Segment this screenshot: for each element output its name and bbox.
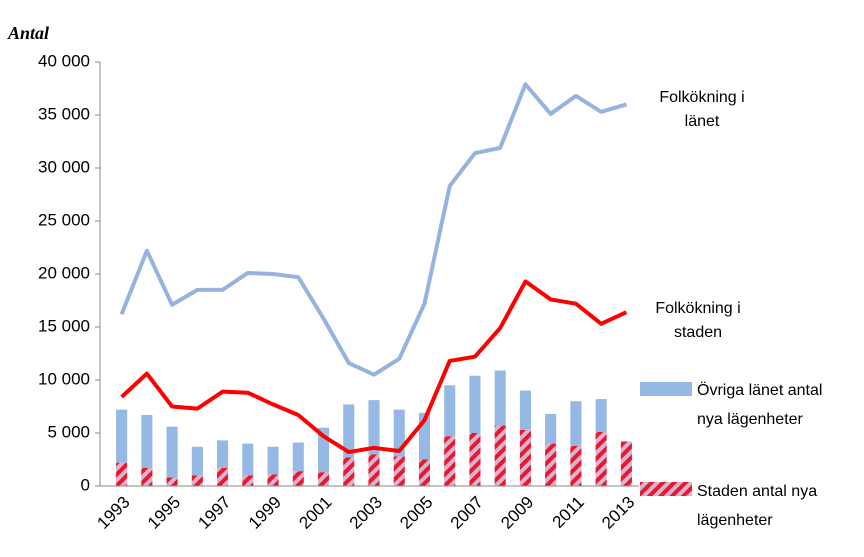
x-tick-label: 1997 bbox=[194, 493, 234, 533]
legend-label: Staden antal nya lägenheter bbox=[697, 483, 818, 529]
bar bbox=[166, 477, 178, 486]
x-tick-label: 2013 bbox=[598, 493, 638, 533]
bar bbox=[242, 475, 254, 486]
x-tick-label: 1999 bbox=[245, 493, 285, 533]
legend-label: Övriga länet antal nya lägenheter bbox=[697, 382, 823, 428]
bar bbox=[545, 413, 557, 444]
bar bbox=[469, 433, 481, 486]
bar bbox=[343, 404, 355, 458]
bar bbox=[242, 443, 254, 476]
y-tick-label: 25 000 bbox=[38, 210, 90, 229]
bar bbox=[317, 427, 330, 473]
y-tick-label: 10 000 bbox=[38, 369, 90, 388]
y-tick-label: 20 000 bbox=[38, 263, 90, 282]
bar bbox=[570, 445, 582, 486]
bar bbox=[267, 474, 279, 486]
bar bbox=[494, 370, 506, 426]
bar bbox=[317, 472, 330, 486]
line-series bbox=[119, 82, 627, 377]
line-series bbox=[120, 279, 628, 455]
bar bbox=[217, 467, 229, 486]
bar bbox=[141, 414, 153, 468]
bar bbox=[418, 412, 431, 460]
bar bbox=[393, 456, 405, 486]
x-tick-label: 2001 bbox=[295, 493, 335, 533]
x-tick-label: 2003 bbox=[346, 493, 386, 533]
y-tick-label: 15 000 bbox=[38, 316, 90, 335]
bar bbox=[116, 409, 128, 463]
y-tick-label: 5 000 bbox=[47, 422, 90, 441]
bar bbox=[166, 426, 178, 478]
bar bbox=[191, 475, 203, 486]
bar bbox=[292, 442, 304, 472]
bar bbox=[116, 462, 128, 486]
y-tick-label: 40 000 bbox=[38, 51, 90, 70]
bar bbox=[141, 467, 153, 486]
bar bbox=[519, 390, 531, 430]
bar bbox=[217, 440, 229, 468]
legend-swatch bbox=[640, 382, 692, 396]
bar bbox=[444, 385, 456, 437]
y-axis-label: Antal bbox=[7, 23, 49, 43]
bar bbox=[545, 443, 557, 486]
x-tick-label: 1993 bbox=[93, 493, 133, 533]
bar bbox=[469, 375, 481, 433]
bar bbox=[595, 431, 607, 486]
bar bbox=[343, 457, 355, 486]
bar bbox=[292, 471, 304, 486]
bar bbox=[620, 441, 632, 486]
bar bbox=[595, 399, 607, 432]
x-tick-label: 2005 bbox=[396, 493, 436, 533]
bar bbox=[393, 409, 405, 457]
x-tick-label: 1995 bbox=[144, 493, 184, 533]
bar bbox=[368, 454, 380, 486]
line-label: Folkökning i staden bbox=[655, 300, 741, 341]
bar bbox=[418, 459, 431, 486]
legend-swatch bbox=[640, 482, 692, 496]
y-tick-label: 35 000 bbox=[38, 104, 90, 123]
x-tick-label: 2007 bbox=[447, 493, 487, 533]
y-tick-label: 30 000 bbox=[38, 157, 90, 176]
bar bbox=[368, 400, 380, 455]
bar bbox=[444, 436, 456, 486]
bar bbox=[570, 401, 582, 446]
x-tick-label: 2009 bbox=[497, 493, 537, 533]
bar bbox=[191, 446, 203, 476]
bar bbox=[494, 425, 506, 486]
bar bbox=[267, 446, 279, 475]
line-label: Folkökning i länet bbox=[659, 89, 745, 130]
y-tick-label: 0 bbox=[81, 475, 90, 494]
x-tick-label: 2011 bbox=[549, 493, 588, 532]
bar bbox=[519, 429, 531, 486]
